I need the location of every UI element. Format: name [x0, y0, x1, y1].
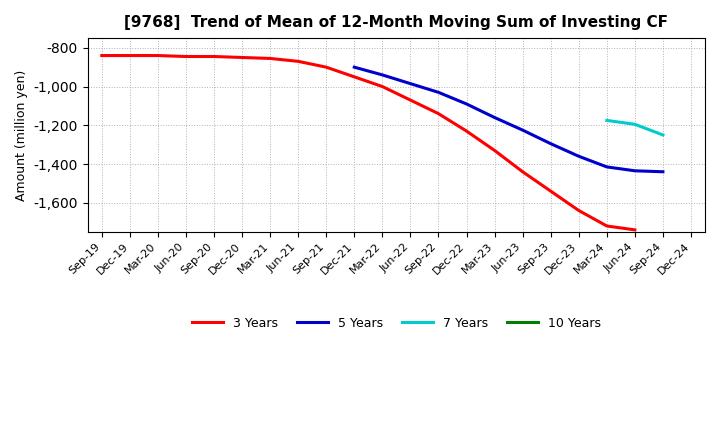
3 Years [575, 208, 583, 213]
3 Years [97, 53, 106, 58]
3 Years [153, 53, 162, 58]
Line: 7 Years: 7 Years [607, 121, 663, 135]
Legend: 3 Years, 5 Years, 7 Years, 10 Years: 3 Years, 5 Years, 7 Years, 10 Years [186, 312, 606, 335]
5 Years [406, 81, 415, 86]
3 Years [238, 55, 246, 60]
7 Years [603, 118, 611, 123]
3 Years [518, 169, 527, 174]
3 Years [210, 54, 218, 59]
5 Years [378, 72, 387, 77]
3 Years [462, 128, 471, 134]
3 Years [322, 65, 330, 70]
3 Years [490, 148, 499, 153]
5 Years [434, 90, 443, 95]
3 Years [546, 188, 555, 194]
7 Years [659, 132, 667, 138]
3 Years [378, 84, 387, 89]
Line: 3 Years: 3 Years [102, 55, 635, 230]
3 Years [350, 74, 359, 80]
Line: 5 Years: 5 Years [354, 67, 663, 172]
3 Years [406, 97, 415, 103]
3 Years [125, 53, 134, 58]
5 Years [518, 128, 527, 133]
5 Years [659, 169, 667, 174]
3 Years [266, 56, 274, 61]
3 Years [181, 54, 190, 59]
5 Years [350, 65, 359, 70]
Title: [9768]  Trend of Mean of 12-Month Moving Sum of Investing CF: [9768] Trend of Mean of 12-Month Moving … [125, 15, 668, 30]
3 Years [294, 59, 302, 64]
3 Years [603, 224, 611, 229]
5 Years [490, 115, 499, 120]
5 Years [631, 168, 639, 173]
Y-axis label: Amount (million yen): Amount (million yen) [15, 70, 28, 201]
5 Years [462, 101, 471, 106]
5 Years [575, 154, 583, 159]
7 Years [631, 122, 639, 127]
5 Years [546, 141, 555, 147]
3 Years [434, 111, 443, 116]
5 Years [603, 164, 611, 169]
3 Years [631, 227, 639, 232]
